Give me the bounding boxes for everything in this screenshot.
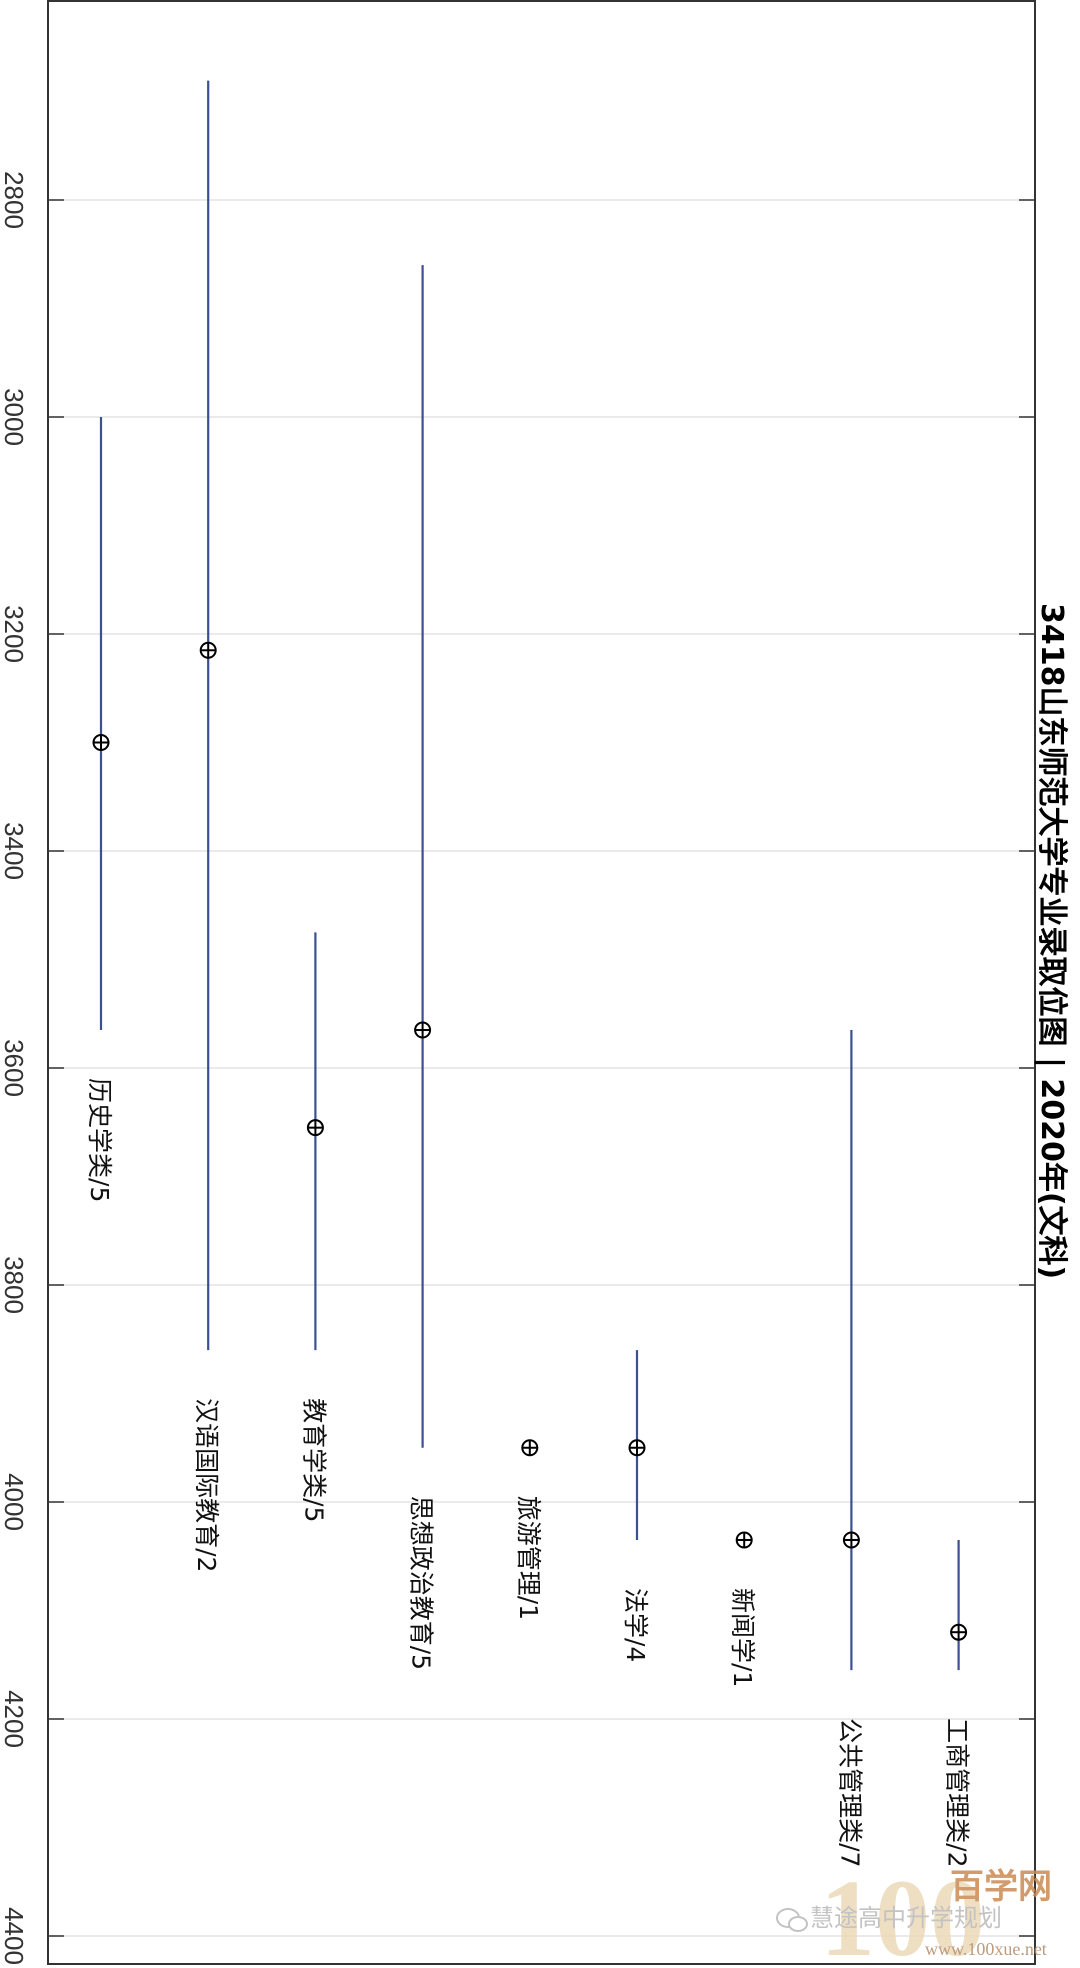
category-label: 公共管理类/7 — [835, 1718, 864, 1867]
chart-frame — [47, 0, 1036, 1965]
chart-title: 3418山东师范大学专业录取位图 | 2020年(文科) — [1034, 603, 1069, 1279]
watermark-url: www.100xue.net — [925, 1939, 1047, 1959]
category-label: 汉语国际教育/2 — [192, 1398, 221, 1572]
tick-label: 4000 — [0, 1473, 29, 1531]
median-marker — [199, 641, 217, 659]
tick-label: 3000 — [0, 388, 29, 446]
category-label: 法学/4 — [621, 1588, 650, 1662]
category-label: 历史学类/5 — [85, 1078, 114, 1202]
category-label: 新闻学/1 — [728, 1588, 757, 1687]
wechat-icon — [776, 1908, 808, 1932]
tick-label: 3800 — [0, 1256, 29, 1314]
grid-layer — [50, 199, 1033, 1937]
watermark-big-text: 100 — [820, 1857, 985, 1968]
tick-label: 4200 — [0, 1690, 29, 1748]
category-label: 思想政治教育/5 — [407, 1496, 436, 1670]
median-marker — [842, 1531, 860, 1549]
watermark-brand: 百学网 — [950, 1867, 1052, 1907]
watermark-account: 慧途高中升学规划 — [810, 1904, 1002, 1932]
tick-label: 3200 — [0, 605, 29, 663]
axis-ticks: 2800 3000 3200 3400 3600 3800 4000 4200 4400 — [0, 171, 1035, 1965]
category-labels: 历史学类/5 汉语国际教育/2 教育学类/5 思想政治教育/5 旅游管理/1 法学/4 新闻… — [85, 1078, 972, 1867]
tick-label: 3600 — [0, 1039, 29, 1097]
median-marker — [306, 1119, 324, 1137]
median-marker — [628, 1439, 646, 1457]
tick-label: 4400 — [0, 1907, 29, 1965]
tick-label: 3400 — [0, 822, 29, 880]
category-label: 教育学类/5 — [299, 1398, 328, 1522]
tick-label: 2800 — [0, 171, 29, 229]
watermark: 100 百学网 www.100xue.net 慧途高中升学规划 — [776, 1857, 1052, 1968]
median-marker — [950, 1623, 968, 1641]
median-marker — [735, 1531, 753, 1549]
median-marker — [92, 734, 110, 751]
category-label: 工商管理类/2 — [943, 1718, 972, 1867]
category-label: 旅游管理/1 — [514, 1496, 543, 1620]
median-marker — [414, 1021, 432, 1039]
median-marker — [521, 1439, 539, 1457]
series-layer — [92, 80, 968, 1671]
